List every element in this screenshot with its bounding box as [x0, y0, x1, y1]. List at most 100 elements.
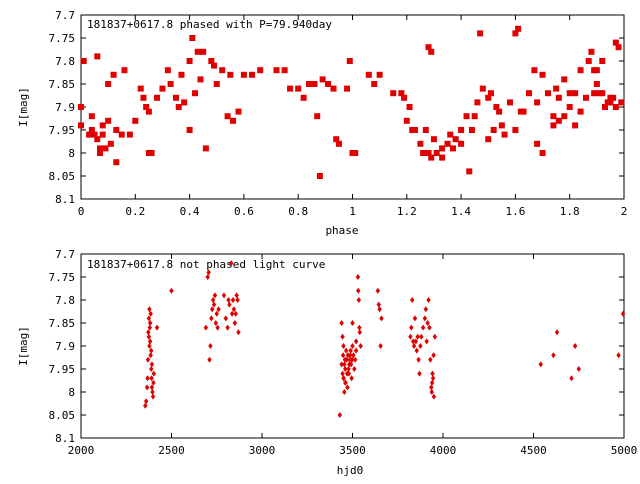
data-point — [572, 343, 578, 349]
data-point — [353, 338, 359, 345]
data-point — [143, 398, 149, 405]
data-point — [371, 81, 378, 87]
unphased-x-tick-label: 2500 — [158, 444, 185, 457]
data-point — [411, 127, 418, 133]
data-point — [410, 338, 416, 345]
data-point — [449, 145, 456, 152]
data-point — [356, 287, 361, 294]
data-point — [149, 384, 155, 391]
data-point — [151, 379, 156, 386]
data-point — [233, 310, 238, 317]
data-point — [439, 145, 446, 152]
data-point — [78, 104, 84, 110]
data-point — [414, 347, 419, 354]
phased-plot-frame — [80, 14, 625, 200]
data-point — [585, 58, 592, 64]
data-point — [340, 333, 345, 340]
data-point — [420, 150, 427, 156]
data-point — [273, 67, 280, 74]
data-point — [186, 127, 193, 133]
data-point — [167, 81, 174, 87]
data-point — [425, 150, 432, 156]
data-point — [94, 53, 101, 60]
data-point — [447, 131, 454, 138]
data-point — [97, 150, 104, 156]
data-point — [341, 343, 346, 349]
data-point — [213, 81, 220, 87]
data-point — [427, 324, 432, 331]
data-point — [78, 122, 84, 129]
data-point — [192, 90, 199, 97]
data-point — [555, 94, 562, 101]
data-point — [214, 310, 219, 317]
data-point — [132, 117, 139, 124]
unphased-y-axis-label: I[mag] — [17, 326, 30, 366]
data-point — [314, 113, 321, 120]
phased-x-tick-label: 0.8 — [288, 205, 308, 218]
phased-points — [78, 25, 625, 179]
data-point — [91, 131, 98, 138]
data-point — [425, 320, 430, 326]
data-point — [398, 90, 405, 97]
data-point — [599, 90, 606, 97]
data-point — [164, 67, 171, 74]
data-point — [582, 94, 589, 101]
data-point — [577, 108, 584, 115]
data-point — [211, 62, 218, 69]
data-point — [311, 81, 318, 87]
data-point — [379, 315, 384, 322]
unphased-y-tick-label: 8 — [68, 386, 75, 399]
data-point — [376, 301, 381, 308]
phased-x-tick-label: 0.6 — [234, 205, 254, 218]
data-point — [97, 145, 104, 152]
data-point — [428, 356, 433, 363]
data-point — [147, 343, 152, 349]
data-point — [340, 352, 346, 359]
data-point — [181, 99, 188, 106]
data-point — [424, 338, 429, 345]
data-point — [365, 71, 372, 78]
phased-y-tick-label: 7.95 — [49, 124, 76, 137]
data-point — [429, 389, 434, 395]
data-point — [213, 320, 219, 326]
data-point — [316, 173, 323, 179]
data-point — [351, 352, 356, 359]
data-point — [593, 67, 600, 74]
data-point — [86, 131, 93, 138]
data-point — [357, 324, 362, 331]
phased-y-tick-label: 8 — [68, 147, 75, 160]
data-point — [430, 370, 435, 377]
data-point — [249, 71, 256, 78]
data-point — [576, 366, 581, 372]
data-point — [231, 306, 237, 313]
data-point — [612, 39, 619, 46]
data-point — [512, 30, 519, 37]
data-point — [425, 44, 432, 51]
phased-chart: 181837+0617.8 phased with P=79.940day ph… — [17, 9, 627, 237]
data-point — [150, 389, 155, 395]
data-point — [346, 58, 353, 64]
data-point — [550, 113, 557, 120]
data-point — [355, 274, 361, 280]
data-point — [412, 315, 418, 322]
data-point — [295, 85, 302, 92]
data-point — [430, 375, 436, 382]
data-point — [544, 90, 551, 97]
unphased-y-tick-label: 7.95 — [49, 363, 76, 376]
data-point — [403, 117, 410, 124]
data-point — [203, 324, 209, 331]
unphased-y-tick-label: 7.85 — [49, 317, 76, 330]
data-point — [577, 67, 584, 74]
unphased-y-tick-label: 8.05 — [49, 409, 76, 422]
data-point — [493, 104, 500, 110]
data-point — [140, 94, 147, 101]
data-point — [235, 108, 242, 115]
data-point — [147, 338, 153, 345]
data-point — [406, 104, 413, 110]
data-point — [463, 113, 470, 120]
data-point — [485, 94, 492, 101]
data-point — [149, 366, 154, 372]
data-point — [223, 315, 228, 322]
data-point — [410, 297, 415, 303]
data-point — [227, 301, 232, 308]
